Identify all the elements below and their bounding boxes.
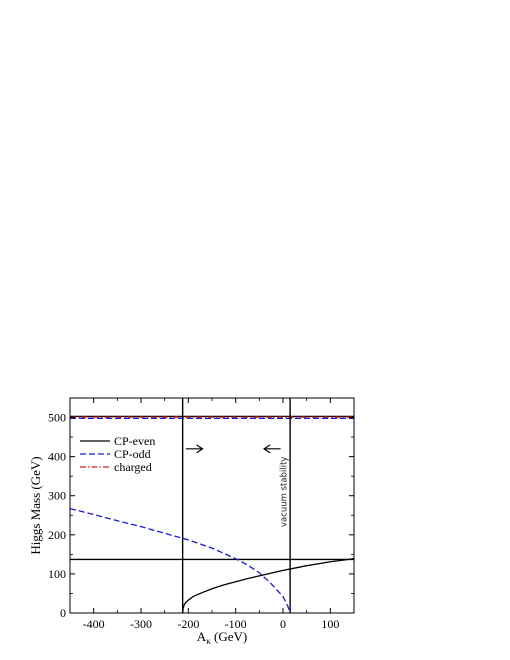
plot-frame bbox=[69, 397, 355, 614]
y-tick-label: 0 bbox=[60, 606, 66, 620]
axis-tick-labels: -400 -300 -200 -100 0 100 0 100 200 300 400 500 bbox=[48, 411, 339, 631]
series-cp-odd-line-0 bbox=[70, 507, 291, 613]
annotation-vacuum-stability: vacuum stability bbox=[279, 457, 289, 527]
x-axis-title-unit: (GeV) bbox=[211, 629, 247, 644]
legend-label-cp-even: CP-even bbox=[114, 434, 155, 448]
y-tick-label: 400 bbox=[48, 450, 66, 464]
x-tick-label: -300 bbox=[130, 617, 152, 631]
vertical-lines bbox=[181, 398, 291, 613]
x-tick-label: -400 bbox=[83, 617, 105, 631]
x-tick-label: 0 bbox=[280, 617, 286, 631]
arrows bbox=[185, 444, 281, 454]
y-axis-title: Higgs Mass (GeV) bbox=[28, 456, 43, 554]
legend-item-cp-odd: CP-odd bbox=[80, 447, 151, 461]
series-layer bbox=[70, 415, 354, 613]
legend-label-cp-odd: CP-odd bbox=[114, 447, 151, 461]
x-tick-label: -100 bbox=[225, 617, 247, 631]
y-tick-label: 100 bbox=[48, 567, 66, 581]
arrow-1 bbox=[262, 444, 281, 454]
x-axis-title-subscript: κ bbox=[206, 636, 211, 646]
x-axis-title-main: A bbox=[197, 629, 207, 644]
series-cp-even-line-2 bbox=[182, 558, 354, 613]
arrow-0 bbox=[185, 444, 204, 454]
axis-ticks bbox=[69, 397, 355, 614]
legend-label-charged: charged bbox=[114, 460, 152, 474]
x-tick-label: -200 bbox=[177, 617, 199, 631]
legend-item-charged: charged bbox=[80, 460, 152, 474]
x-tick-label: 100 bbox=[321, 617, 339, 631]
annotations: vacuum stability bbox=[279, 457, 289, 527]
legend-item-cp-even: CP-even bbox=[80, 434, 155, 448]
y-tick-label: 200 bbox=[48, 528, 66, 542]
x-axis-title: Aκ (GeV) bbox=[197, 629, 247, 646]
y-tick-label: 300 bbox=[48, 489, 66, 503]
y-tick-label: 500 bbox=[48, 411, 66, 425]
